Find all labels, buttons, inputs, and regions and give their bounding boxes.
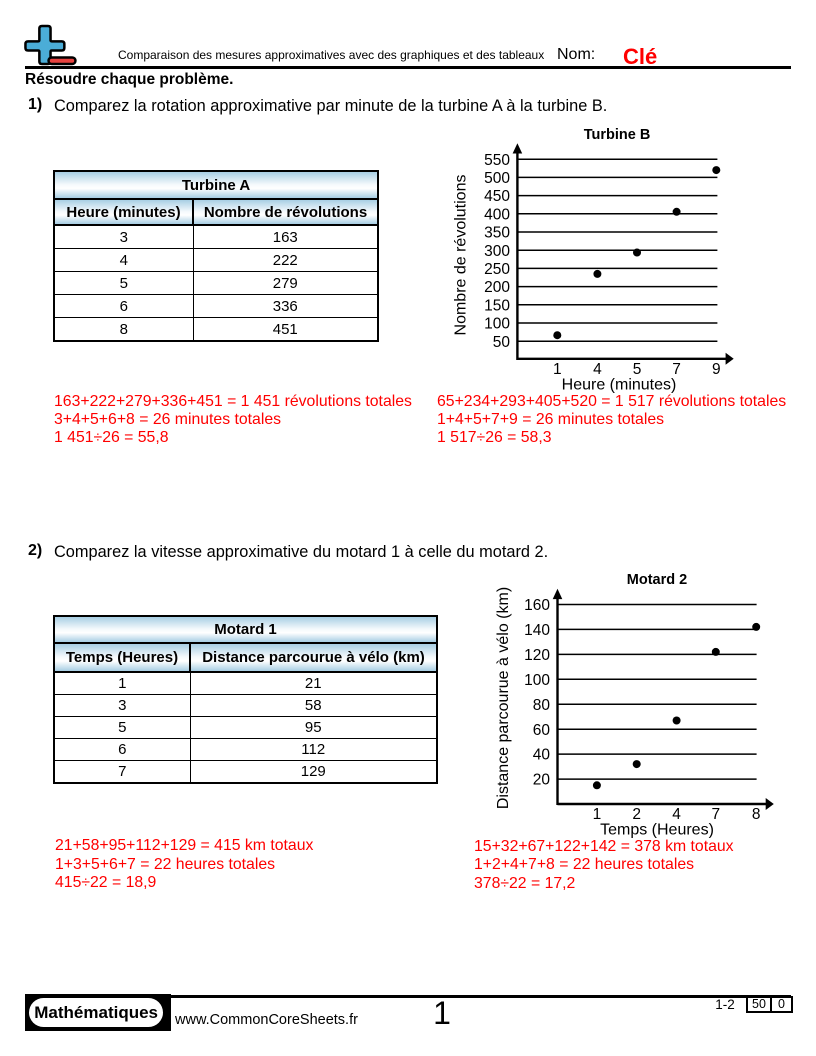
svg-text:1: 1: [553, 361, 562, 378]
svg-text:Temps (Heures): Temps (Heures): [600, 822, 714, 839]
svg-text:500: 500: [484, 170, 510, 187]
svg-text:140: 140: [524, 622, 550, 639]
svg-text:400: 400: [484, 206, 510, 223]
svg-text:100: 100: [524, 672, 550, 689]
svg-text:8: 8: [752, 806, 761, 823]
svg-text:40: 40: [533, 747, 551, 764]
svg-text:80: 80: [533, 697, 551, 714]
svg-text:100: 100: [484, 316, 510, 333]
svg-text:Distance parcourue à vélo (km): Distance parcourue à vélo (km): [495, 587, 512, 809]
svg-text:Motard 2: Motard 2: [627, 572, 687, 588]
svg-text:4: 4: [672, 806, 681, 823]
svg-text:450: 450: [484, 188, 510, 205]
svg-text:200: 200: [484, 279, 510, 296]
svg-text:250: 250: [484, 261, 510, 278]
svg-text:2: 2: [632, 806, 641, 823]
svg-text:9: 9: [712, 361, 721, 378]
svg-text:60: 60: [533, 722, 551, 739]
svg-text:4: 4: [593, 361, 602, 378]
svg-text:Heure (minutes): Heure (minutes): [562, 377, 677, 394]
svg-text:350: 350: [484, 225, 510, 242]
svg-text:50: 50: [493, 334, 511, 351]
svg-text:20: 20: [533, 772, 551, 789]
svg-text:Turbine B: Turbine B: [584, 127, 651, 143]
svg-text:150: 150: [484, 297, 510, 314]
svg-text:5: 5: [633, 361, 642, 378]
svg-text:300: 300: [484, 243, 510, 260]
svg-text:Nombre de révolutions: Nombre de révolutions: [453, 175, 470, 336]
svg-text:120: 120: [524, 647, 550, 664]
svg-text:1: 1: [593, 806, 602, 823]
svg-text:550: 550: [484, 152, 510, 169]
svg-text:160: 160: [524, 597, 550, 614]
svg-text:7: 7: [672, 361, 681, 378]
svg-text:7: 7: [711, 806, 720, 823]
